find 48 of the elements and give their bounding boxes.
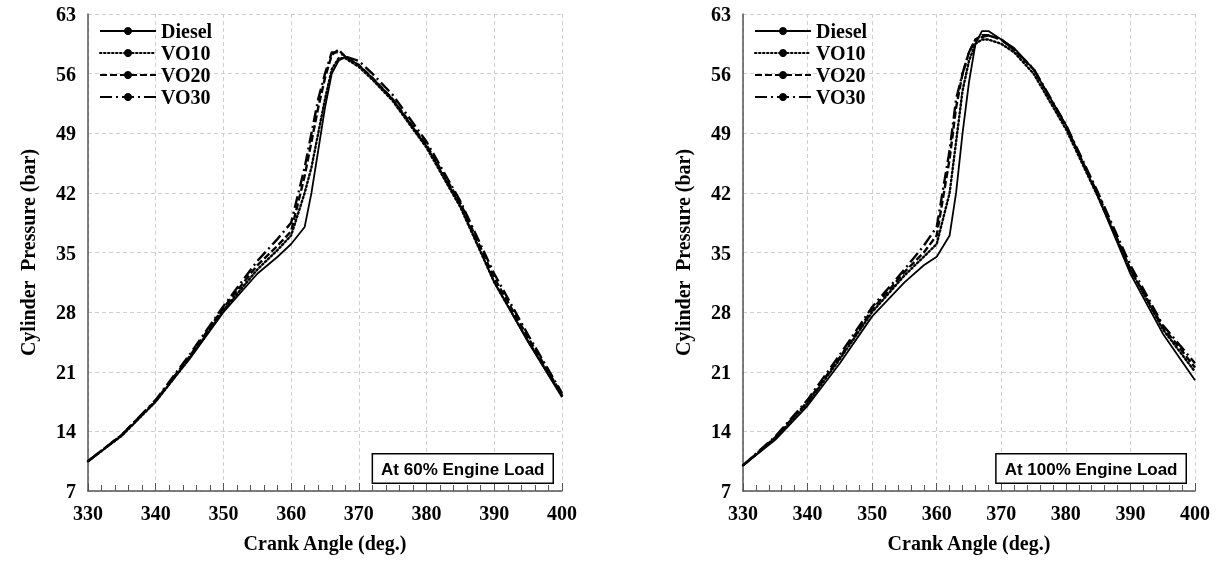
x-tick-label: 380 bbox=[411, 502, 442, 524]
y-tick-label: 49 bbox=[56, 122, 76, 145]
y-tick-label: 7 bbox=[721, 480, 731, 502]
x-tick-label: 340 bbox=[140, 502, 171, 524]
x-axis-title: Crank Angle (deg.) bbox=[887, 532, 1051, 555]
x-tick-label: 400 bbox=[1180, 502, 1210, 524]
y-tick-label: 7 bbox=[66, 480, 76, 502]
x-tick-label: 360 bbox=[921, 502, 952, 524]
x-tick-label: 350 bbox=[857, 502, 888, 524]
legend-label: VO10 bbox=[161, 42, 211, 64]
y-axis-title: Cylinder Pressure (bar) bbox=[17, 148, 40, 357]
x-tick-label: 390 bbox=[479, 502, 510, 524]
annotation: At 60% Engine Load bbox=[381, 459, 545, 479]
y-tick-label: 35 bbox=[711, 241, 731, 264]
legend-label: Diesel bbox=[816, 20, 868, 42]
y-tick-label: 28 bbox=[711, 301, 731, 324]
legend-label: VO20 bbox=[816, 64, 866, 86]
x-tick-label: 360 bbox=[276, 502, 307, 524]
legend-label: VO30 bbox=[161, 86, 211, 108]
legend-label: VO20 bbox=[161, 64, 211, 86]
x-tick-label: 370 bbox=[343, 502, 374, 524]
y-tick-label: 14 bbox=[56, 420, 76, 443]
y-tick-label: 42 bbox=[56, 181, 76, 204]
x-tick-label: 330 bbox=[73, 502, 103, 524]
y-tick-label: 63 bbox=[711, 3, 731, 25]
legend-label: Diesel bbox=[161, 20, 213, 42]
legend-label: VO10 bbox=[816, 42, 866, 64]
x-tick-label: 390 bbox=[1115, 502, 1146, 524]
y-axis-title: Cylinder Pressure (bar) bbox=[672, 148, 695, 357]
x-tick-label: 400 bbox=[547, 502, 577, 524]
legend-label: VO30 bbox=[816, 86, 866, 108]
y-tick-label: 35 bbox=[56, 241, 76, 264]
x-tick-label: 380 bbox=[1050, 502, 1081, 524]
y-tick-label: 42 bbox=[711, 181, 731, 204]
x-tick-label: 340 bbox=[792, 502, 823, 524]
x-tick-label: 350 bbox=[208, 502, 239, 524]
annotation: At 100% Engine Load bbox=[1004, 459, 1178, 479]
y-tick-label: 21 bbox=[56, 360, 76, 383]
x-tick-label: 330 bbox=[728, 502, 758, 524]
y-tick-label: 56 bbox=[711, 62, 731, 85]
x-tick-label: 370 bbox=[986, 502, 1017, 524]
y-tick-label: 28 bbox=[56, 301, 76, 324]
y-tick-label: 56 bbox=[56, 62, 76, 85]
x-axis-title: Crank Angle (deg.) bbox=[243, 532, 407, 555]
y-tick-label: 49 bbox=[711, 122, 731, 145]
y-tick-label: 14 bbox=[711, 420, 731, 443]
y-tick-label: 21 bbox=[711, 360, 731, 383]
y-tick-label: 63 bbox=[56, 3, 76, 25]
